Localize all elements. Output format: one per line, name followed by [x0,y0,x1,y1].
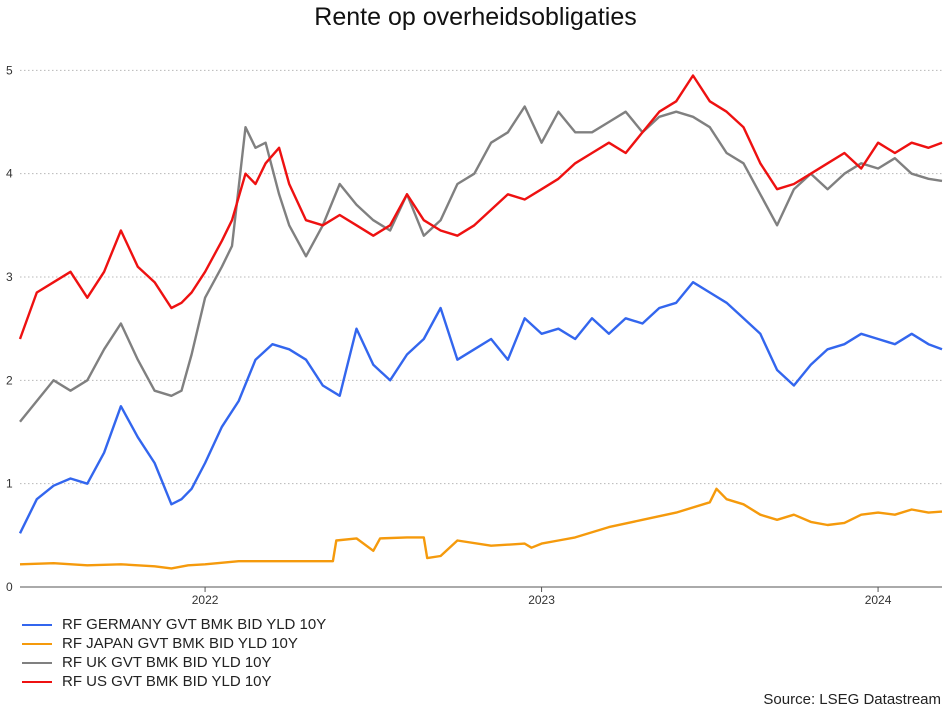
gridlines [20,69,942,588]
series-lines [18,74,943,570]
legend-item: RF JAPAN GVT BMK BID YLD 10Y [22,634,326,653]
x-tick-label: 2024 [865,593,892,607]
legend-swatch [22,680,52,683]
y-axis-ticks: 0 1 2 3 4 5 [6,63,13,594]
legend-label: RF UK GVT BMK BID YLD 10Y [62,654,272,671]
legend-label: RF GERMANY GVT BMK BID YLD 10Y [62,616,327,633]
y-tick-label: 0 [6,580,13,594]
y-tick-label: 4 [6,167,13,181]
series-line-uk [19,105,943,423]
y-tick-label: 5 [6,63,13,77]
legend-swatch [22,642,52,645]
y-tick-label: 2 [6,373,13,387]
source-note: Source: LSEG Datastream [763,691,941,708]
legend-label: RF JAPAN GVT BMK BID YLD 10Y [62,635,298,652]
legend-label: RF US GVT BMK BID YLD 10Y [62,673,272,690]
legend-item: RF US GVT BMK BID YLD 10Y [22,672,326,691]
series-line-germany [18,281,943,534]
legend-item: RF UK GVT BMK BID YLD 10Y [22,653,326,672]
legend-swatch [22,623,52,626]
legend: RF GERMANY GVT BMK BID YLD 10Y RF JAPAN G… [22,615,326,691]
y-tick-label: 1 [6,477,13,491]
y-tick-label: 3 [6,270,13,284]
x-axis: 2022 2023 2024 [20,586,942,607]
series-line-japan [19,487,943,570]
x-tick-label: 2023 [528,593,555,607]
legend-item: RF GERMANY GVT BMK BID YLD 10Y [22,615,326,634]
chart-title: Rente op overheidsobligaties [314,3,637,31]
series-line-us [18,74,943,340]
x-tick-label: 2022 [192,593,219,607]
legend-swatch [22,661,52,664]
